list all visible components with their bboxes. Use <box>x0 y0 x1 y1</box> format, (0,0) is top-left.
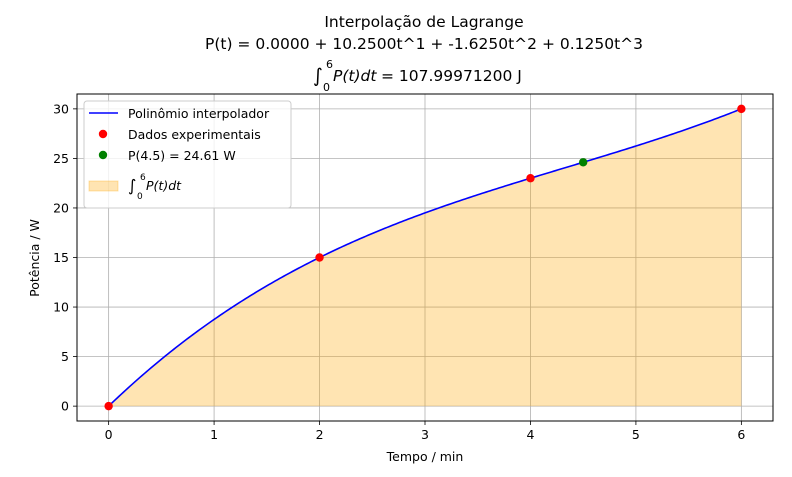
chart-title-integral: ∫ 6 0 P(t)dt = 107.99971200 J <box>313 58 522 94</box>
x-tick-label: 1 <box>210 427 218 442</box>
y-tick-label: 5 <box>61 349 69 364</box>
x-tick-label: 4 <box>526 427 534 442</box>
y-tick-label: 30 <box>53 101 69 116</box>
experimental-data-point <box>315 253 324 262</box>
legend-label-polynomial: Polinômio interpolador <box>128 106 270 121</box>
legend: Polinômio interpolador Dados experimenta… <box>83 100 292 209</box>
y-tick-label: 20 <box>53 200 69 215</box>
integral-area-fill <box>108 108 742 407</box>
legend-swatch-interpolated-point <box>98 150 108 160</box>
x-axis-ticks: 0 1 2 3 4 5 6 <box>105 421 745 442</box>
legend-box <box>83 100 292 209</box>
chart-title-line-2: P(t) = 0.0000 + 10.2500t^1 + -1.6250t^2 … <box>205 35 643 53</box>
integral-area <box>108 108 742 407</box>
legend-integral-body: P(t)dt <box>146 178 182 193</box>
interpolated-point <box>578 158 588 167</box>
x-tick-label: 0 <box>105 427 113 442</box>
legend-integral-upper: 6 <box>140 173 146 183</box>
y-tick-label: 25 <box>53 151 69 166</box>
x-axis-label: Tempo / min <box>386 449 464 464</box>
y-tick-label: 0 <box>61 399 69 414</box>
y-tick-label: 10 <box>53 300 69 315</box>
y-tick-label: 15 <box>53 250 69 265</box>
x-tick-label: 6 <box>737 427 745 442</box>
chart-title: Interpolação de Lagrange P(t) = 0.0000 +… <box>205 13 643 94</box>
integral-lower-limit: 0 <box>323 81 330 94</box>
chart-title-line-1: Interpolação de Lagrange <box>324 13 523 31</box>
integral-upper-limit: 6 <box>326 58 333 71</box>
experimental-data-point <box>526 174 535 183</box>
y-axis-ticks: 0 5 10 15 20 25 30 <box>53 101 77 414</box>
integral-body: P(t)dt <box>333 67 377 85</box>
legend-integral-symbol: ∫ <box>128 176 136 195</box>
polynomial-line <box>108 108 742 407</box>
series-points <box>104 104 746 411</box>
legend-swatch-experimental <box>98 129 108 139</box>
experimental-data-point <box>737 104 746 114</box>
y-axis-label: Potência / W <box>27 219 42 297</box>
legend-label-interpolated-point: P(4.5) = 24.61 W <box>128 148 236 163</box>
series-polynomial <box>108 108 742 407</box>
legend-label-integral-area: ∫ 6 0 P(t)dt <box>128 173 182 202</box>
integral-symbol: ∫ <box>313 65 323 87</box>
experimental-data-point <box>104 401 113 411</box>
x-tick-label: 2 <box>316 427 324 442</box>
x-tick-label: 5 <box>632 427 640 442</box>
legend-swatch-integral-area <box>88 180 119 192</box>
x-tick-label: 3 <box>421 427 429 442</box>
integral-value: = 107.99971200 J <box>381 67 522 85</box>
legend-label-experimental: Dados experimentais <box>128 127 261 142</box>
legend-integral-lower: 0 <box>137 192 143 202</box>
